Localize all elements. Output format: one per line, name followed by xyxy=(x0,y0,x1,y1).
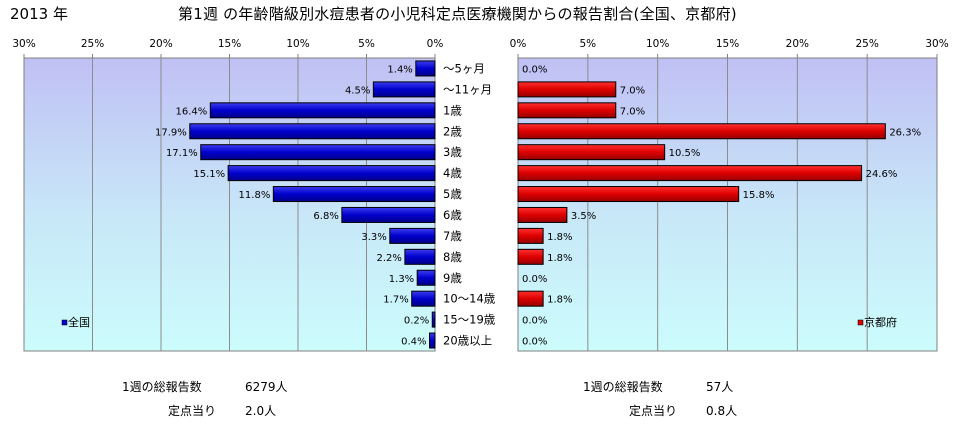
right-tick-label: 0% xyxy=(510,38,527,50)
left-tick-label: 20% xyxy=(149,38,172,50)
left-tick-label: 15% xyxy=(218,38,241,50)
right-data-label: 0.0% xyxy=(522,274,547,285)
right-legend-label: 京都府 xyxy=(864,315,897,329)
right-data-label: 7.0% xyxy=(620,85,645,96)
left-bar xyxy=(429,332,436,349)
left-bar xyxy=(389,227,436,244)
right-bar xyxy=(517,123,886,140)
left-bar xyxy=(431,311,436,328)
right-tick-label: 20% xyxy=(786,38,809,50)
category-label: 8歳 xyxy=(443,250,462,264)
right-data-label: 3.5% xyxy=(571,211,596,222)
right-bar xyxy=(517,81,617,98)
left-data-label: 6.8% xyxy=(313,211,338,222)
left-tick-label: 25% xyxy=(81,38,104,50)
category-label: 7歳 xyxy=(443,229,462,243)
kyoto-per-label: 定点当り xyxy=(629,404,678,418)
left-bar xyxy=(372,81,436,98)
left-data-label: 17.9% xyxy=(155,127,187,138)
right-tick-label: 15% xyxy=(716,38,739,50)
national-total-value: 6279人 xyxy=(245,380,288,394)
left-bar xyxy=(411,290,436,307)
left-tick-label: 5% xyxy=(358,38,375,50)
right-data-label: 1.8% xyxy=(547,295,572,306)
kyoto-per-value: 0.8人 xyxy=(706,404,738,418)
left-data-label: 1.7% xyxy=(383,295,408,306)
left-data-label: 4.5% xyxy=(345,85,370,96)
left-data-label: 17.1% xyxy=(166,148,198,159)
left-data-label: 0.4% xyxy=(401,337,426,348)
left-data-label: 3.3% xyxy=(361,232,386,243)
left-tick-label: 0% xyxy=(427,38,444,50)
right-tick-label: 25% xyxy=(855,38,878,50)
category-label: 10～14歳 xyxy=(443,292,496,306)
right-bar xyxy=(517,165,863,182)
kyoto-total-label: 1週の総報告数 xyxy=(583,380,663,394)
left-data-label: 2.2% xyxy=(376,253,401,264)
right-data-label: 0.0% xyxy=(522,64,547,75)
left-bar xyxy=(227,165,436,182)
right-data-label: 0.0% xyxy=(522,316,547,327)
right-data-label: 0.0% xyxy=(522,337,547,348)
left-legend-swatch xyxy=(61,319,68,326)
left-bar xyxy=(189,123,436,140)
right-data-label: 1.8% xyxy=(547,232,572,243)
right-bar xyxy=(517,290,544,307)
national-total-label: 1週の総報告数 xyxy=(122,380,202,394)
right-tick-label: 5% xyxy=(579,38,596,50)
category-label: 9歳 xyxy=(443,271,462,285)
left-bar xyxy=(209,102,436,119)
chart-title: 第1週 の年齢階級別水痘患者の小児科定点医療機関からの報告割合(全国、京都府) xyxy=(178,5,737,23)
left-bar xyxy=(416,269,436,286)
left-data-label: 0.2% xyxy=(404,316,429,327)
right-tick-label: 10% xyxy=(646,38,669,50)
category-label: 20歳以上 xyxy=(443,334,492,348)
left-bar xyxy=(415,60,436,77)
right-data-label: 26.3% xyxy=(889,127,921,138)
national-per-label: 定点当り xyxy=(168,404,217,418)
right-data-label: 7.0% xyxy=(620,106,645,117)
category-label: 2歳 xyxy=(443,124,462,138)
left-bar xyxy=(200,144,436,161)
category-label: 6歳 xyxy=(443,208,462,222)
right-data-label: 24.6% xyxy=(866,169,898,180)
left-tick-label: 30% xyxy=(12,38,35,50)
left-data-label: 11.8% xyxy=(239,190,271,201)
right-bar xyxy=(517,248,544,265)
left-data-label: 1.3% xyxy=(389,274,414,285)
left-data-label: 15.1% xyxy=(193,169,225,180)
kyoto-total-value: 57人 xyxy=(706,380,734,394)
right-data-label: 10.5% xyxy=(669,148,701,159)
right-bar xyxy=(517,186,740,203)
category-label: ～11ヶ月 xyxy=(443,82,492,96)
category-label: 3歳 xyxy=(443,145,462,159)
right-tick-label: 30% xyxy=(925,38,948,50)
category-label: ～5ヶ月 xyxy=(443,61,485,75)
left-data-label: 1.4% xyxy=(387,64,412,75)
right-bar xyxy=(517,102,617,119)
left-bar xyxy=(272,186,436,203)
left-tick-label: 10% xyxy=(286,38,309,50)
left-bar xyxy=(341,206,436,223)
left-bar xyxy=(404,248,436,265)
right-bar xyxy=(517,227,544,244)
category-label: 4歳 xyxy=(443,166,462,180)
left-data-label: 16.4% xyxy=(176,106,208,117)
year-label: 2013 年 xyxy=(10,5,68,23)
right-data-label: 1.8% xyxy=(547,253,572,264)
category-label: 5歳 xyxy=(443,187,462,201)
left-legend-label: 全国 xyxy=(68,315,90,329)
right-legend-swatch xyxy=(857,319,864,326)
category-label: 1歳 xyxy=(443,103,462,117)
category-label: 15～19歳 xyxy=(443,313,496,327)
right-bar xyxy=(517,206,568,223)
right-data-label: 15.8% xyxy=(743,190,775,201)
national-per-value: 2.0人 xyxy=(245,404,277,418)
right-bar xyxy=(517,144,666,161)
